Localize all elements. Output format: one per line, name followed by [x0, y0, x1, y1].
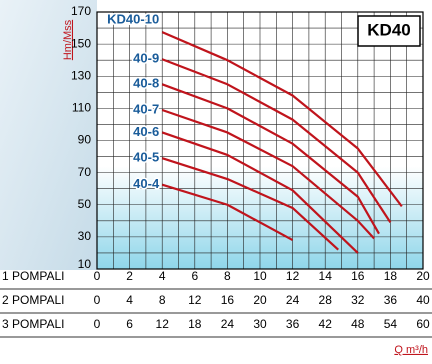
x-tick-label: 6 — [191, 269, 198, 283]
x-tick-label: 8 — [159, 293, 166, 307]
background — [0, 0, 97, 270]
title-box — [357, 15, 421, 47]
series-label: 40-6 — [133, 124, 159, 139]
x-tick-label: 24 — [286, 293, 300, 307]
x-axis-title: Q m³/h — [394, 344, 428, 356]
y-tick-label: 90 — [78, 133, 92, 147]
series-label: KD40-10 — [107, 12, 159, 27]
x-tick-label: 12 — [286, 269, 300, 283]
x-tick-label: 24 — [221, 317, 235, 331]
plot-frame — [96, 11, 424, 270]
curve — [161, 58, 392, 224]
x-tick-label: 18 — [188, 317, 202, 331]
x-tick-label: 54 — [384, 317, 398, 331]
x-tick-label: 4 — [126, 293, 133, 307]
x-tick-label: 30 — [253, 317, 267, 331]
y-tick-label: 170 — [71, 4, 91, 18]
x-tick-label: 20 — [253, 293, 267, 307]
y-tick-label: 70 — [78, 165, 92, 179]
x-tick-label: 10 — [253, 269, 267, 283]
x-tick-label: 16 — [221, 293, 235, 307]
x-tick-label: 8 — [224, 269, 231, 283]
x-tick-label: 0 — [94, 317, 101, 331]
x-tick-label: 36 — [384, 293, 398, 307]
x-tick-label: 12 — [188, 293, 202, 307]
x-tick-label: 40 — [416, 293, 430, 307]
y-tick-label: 150 — [71, 36, 91, 50]
x-tick-label: 0 — [94, 269, 101, 283]
x-tick-label: 4 — [159, 269, 166, 283]
scale-name: 3 POMPALI — [2, 317, 64, 331]
y-tick-label: 50 — [78, 197, 92, 211]
series-label: 40-8 — [133, 76, 159, 91]
x-tick-label: 42 — [319, 317, 333, 331]
curve — [161, 83, 380, 235]
curve — [161, 157, 339, 251]
x-tick-label: 32 — [351, 293, 365, 307]
chart-title: KD40 — [367, 20, 410, 39]
y-axis-title: Hm/Mss — [62, 19, 74, 60]
series-label: 40-7 — [133, 101, 159, 116]
x-tick-label: 28 — [319, 293, 333, 307]
x-tick-label: 36 — [286, 317, 300, 331]
series-label: 40-9 — [133, 51, 159, 66]
curve — [161, 183, 294, 242]
series-label: 40-4 — [133, 176, 160, 191]
x-tick-label: 12 — [156, 317, 170, 331]
y-tick-label: 10 — [78, 257, 92, 271]
scale-name: 2 POMPALI — [2, 293, 64, 307]
curve — [161, 131, 359, 254]
x-tick-label: 48 — [351, 317, 365, 331]
y-tick-label: 30 — [78, 229, 92, 243]
x-tick-label: 60 — [416, 317, 430, 331]
curve — [161, 31, 403, 208]
x-tick-label: 16 — [351, 269, 365, 283]
x-tick-label: 20 — [416, 269, 430, 283]
x-tick-label: 0 — [94, 293, 101, 307]
y-tick-label: 130 — [71, 68, 91, 82]
y-tick-label: 110 — [72, 101, 91, 115]
x-tick-label: 14 — [319, 269, 333, 283]
scale-name: 1 POMPALI — [2, 269, 64, 283]
x-tick-label: 6 — [126, 317, 133, 331]
series-label: 40-5 — [133, 150, 159, 165]
curve — [161, 108, 375, 240]
x-tick-label: 18 — [384, 269, 398, 283]
x-tick-label: 2 — [126, 269, 133, 283]
